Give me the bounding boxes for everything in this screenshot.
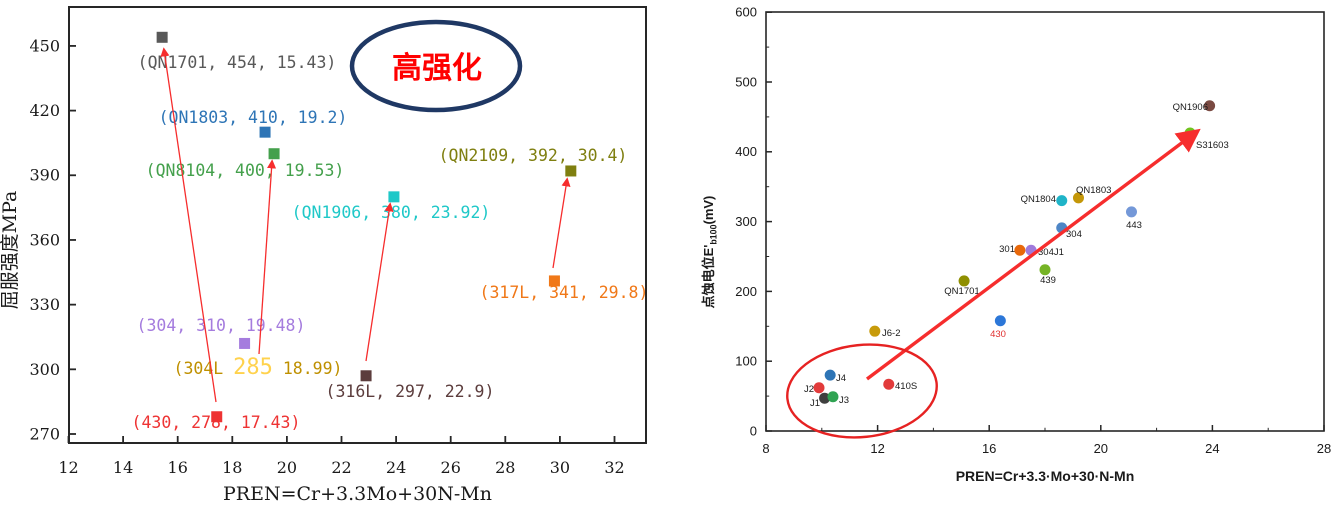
- trend-arrow: [160, 47, 217, 403]
- y-tick-label: 300: [735, 214, 757, 229]
- data-point-QN1906: [388, 191, 400, 203]
- data-label-304L: (304L 285 18.99): [174, 355, 343, 380]
- data-label-QN1906: QN1906: [1173, 102, 1208, 113]
- data-label-QN1906: (QN1906, 380, 23.92): [292, 203, 491, 222]
- y-tick-label: 400: [735, 144, 757, 159]
- x-tick-label: 28: [1317, 441, 1331, 456]
- data-point-317L: [548, 275, 560, 287]
- yield-strength-vs-pren-chart: 12 14 16 18 20 22 24 26 28 30 32 270 300 330 360 390 420…: [0, 6, 649, 505]
- data-label-J1: J1: [810, 398, 820, 409]
- data-point-QN1803: [259, 126, 271, 138]
- data-label-QN1701: (QN1701, 454, 15.43): [138, 53, 337, 72]
- data-point-301: [1014, 244, 1026, 256]
- x-tick-label: 12: [870, 441, 884, 456]
- x-tick-label: 20: [277, 458, 297, 477]
- data-label-QN1701: QN1701: [944, 286, 979, 297]
- x-tick-label: 22: [331, 458, 351, 477]
- x-tick-label: 18: [222, 458, 242, 477]
- data-point-430: [994, 315, 1006, 327]
- data-label-443: 443: [1126, 220, 1142, 231]
- data-label-J4: J4: [836, 373, 846, 384]
- highlight-text: 高强化: [392, 52, 482, 85]
- data-label-439: 439: [1040, 275, 1056, 286]
- x-tick-label: 12: [58, 458, 78, 477]
- x-axis-title: PREN=Cr+3.3Mo+30N-Mn: [223, 483, 492, 505]
- highlight-ellipse: [786, 343, 938, 439]
- data-label-QN1804: QN1804: [1021, 194, 1056, 205]
- data-point-J3: [827, 391, 839, 403]
- y-tick-label: 270: [29, 424, 60, 443]
- data-label-410S: 410S: [895, 381, 917, 392]
- data-label-QN1803: (QN1803, 410, 19.2): [159, 108, 348, 127]
- data-point-439: [1039, 264, 1051, 276]
- data-label-430: 430: [990, 329, 1006, 340]
- data-label-S31603: S31603: [1196, 140, 1229, 151]
- data-point-316L: [360, 370, 372, 382]
- data-label-QN1803: QN1803: [1076, 185, 1111, 196]
- data-point-443: [1125, 206, 1137, 218]
- y-tick-label: 300: [29, 360, 60, 379]
- data-point-QN1804: [1056, 195, 1068, 207]
- y-tick-label: 100: [735, 354, 757, 369]
- data-label-304J1: 304J1: [1038, 247, 1064, 258]
- data-label-QN2109: (QN2109, 392, 30.4): [439, 146, 628, 165]
- data-label-QN8104: (QN8104, 400, 19.53): [146, 161, 345, 180]
- y-tick-label: 200: [735, 284, 757, 299]
- x-tick-label: 8: [762, 441, 769, 456]
- y-axis-title: 点蚀电位E'b100(mV): [701, 196, 719, 309]
- x-tick-label: 24: [1205, 441, 1219, 456]
- y-tick-label: 390: [29, 166, 60, 185]
- data-point-J4: [824, 369, 836, 381]
- trend-arrow: [865, 128, 1201, 381]
- y-axis-title: 屈服强度MPa: [0, 191, 21, 310]
- x-axis-title: PREN=Cr+3.3·Mo+30·N-Mn: [956, 468, 1135, 484]
- data-label-316L: (316L, 297, 22.9): [326, 382, 495, 401]
- x-tick-label: 32: [604, 458, 624, 477]
- data-label-304: 304: [1066, 229, 1082, 240]
- plot-box: [68, 6, 647, 444]
- y-tick-label: 420: [29, 101, 60, 120]
- x-tick-label: 28: [495, 458, 515, 477]
- data-label-430: (430, 278, 17.43): [132, 413, 301, 432]
- data-point-QN1701: [156, 31, 168, 43]
- x-tick-label: 30: [550, 458, 570, 477]
- data-label-J2: J2: [804, 384, 814, 395]
- x-tick-label: 16: [982, 441, 996, 456]
- y-tick-label: 360: [29, 230, 60, 249]
- data-label-J3: J3: [839, 395, 849, 406]
- x-tick-label: 14: [113, 458, 133, 477]
- data-point-QN1803: [1072, 192, 1084, 204]
- data-point-430: [211, 411, 223, 423]
- pitting-potential-vs-pren-chart: 8 12 16 20 24 28 0 100 200 300 400 500 600 PREN=Cr+3.…: [701, 5, 1331, 484]
- y-tick-label: 450: [29, 36, 60, 55]
- data-point-J2: [813, 382, 825, 394]
- data-point-304: [239, 337, 251, 349]
- trend-arrow: [365, 202, 394, 362]
- x-tick-label: 16: [168, 458, 188, 477]
- y-tick-label: 0: [750, 423, 757, 438]
- data-label-J6-2: J6-2: [882, 328, 900, 339]
- data-label-304: (304, 310, 19.48): [137, 316, 306, 335]
- data-point-QN2109: [565, 165, 577, 177]
- trend-arrow: [258, 159, 277, 355]
- data-point-J6-2: [869, 325, 881, 337]
- trend-arrow: [552, 177, 571, 269]
- x-tick-label: 26: [441, 458, 461, 477]
- data-point-QN1701: [958, 275, 970, 287]
- data-label-317L: (317L, 341, 29.8): [480, 283, 649, 302]
- y-tick-label: 330: [29, 295, 60, 314]
- plot-box: [765, 11, 1325, 432]
- data-point-QN8104: [268, 148, 280, 160]
- y-tick-label: 500: [735, 74, 757, 89]
- highlight-ellipse: [349, 19, 523, 113]
- data-point-J1: [819, 392, 831, 404]
- data-point-410S: [883, 378, 895, 390]
- data-label-301: 301: [999, 244, 1015, 255]
- x-tick-label: 24: [386, 458, 406, 477]
- x-tick-label: 20: [1094, 441, 1108, 456]
- y-tick-label: 600: [735, 5, 757, 20]
- data-point-QN1906: [1204, 100, 1216, 112]
